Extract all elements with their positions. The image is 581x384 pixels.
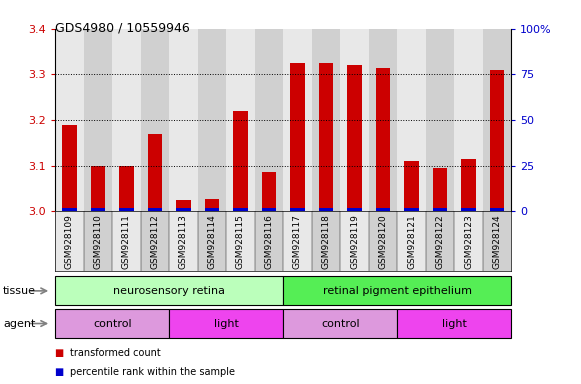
Text: light: light xyxy=(214,318,239,329)
Bar xyxy=(284,309,397,338)
Bar xyxy=(461,208,476,211)
Bar xyxy=(404,208,419,211)
Text: GSM928122: GSM928122 xyxy=(436,214,444,269)
Bar xyxy=(262,208,276,211)
Bar xyxy=(177,200,191,211)
Text: GSM928115: GSM928115 xyxy=(236,214,245,269)
Bar xyxy=(141,29,169,211)
Bar xyxy=(433,168,447,211)
Bar xyxy=(198,29,226,211)
Bar xyxy=(254,211,284,271)
Text: control: control xyxy=(321,318,360,329)
Bar xyxy=(226,29,254,211)
Bar xyxy=(91,208,105,211)
Bar xyxy=(397,309,511,338)
Bar xyxy=(426,211,454,271)
Text: GSM928119: GSM928119 xyxy=(350,214,359,269)
Text: GSM928123: GSM928123 xyxy=(464,214,473,269)
Bar xyxy=(84,29,112,211)
Text: neurosensory retina: neurosensory retina xyxy=(113,286,225,296)
Text: GSM928120: GSM928120 xyxy=(378,214,388,269)
Bar xyxy=(234,208,248,211)
Bar xyxy=(369,211,397,271)
Text: GSM928117: GSM928117 xyxy=(293,214,302,269)
Bar xyxy=(347,208,361,211)
Bar xyxy=(198,211,226,271)
Bar xyxy=(284,276,511,305)
Bar xyxy=(433,208,447,211)
Text: GSM928114: GSM928114 xyxy=(207,214,217,269)
Bar xyxy=(290,63,304,211)
Text: GSM928112: GSM928112 xyxy=(150,214,159,269)
Bar xyxy=(55,211,84,271)
Bar xyxy=(169,309,284,338)
Bar xyxy=(169,29,198,211)
Bar xyxy=(62,124,77,211)
Bar xyxy=(205,208,219,211)
Bar xyxy=(148,134,162,211)
Text: ■: ■ xyxy=(55,348,67,358)
Bar xyxy=(454,29,483,211)
Bar xyxy=(404,161,419,211)
Bar xyxy=(426,29,454,211)
Bar xyxy=(119,166,134,211)
Bar xyxy=(284,29,312,211)
Text: control: control xyxy=(93,318,131,329)
Bar xyxy=(254,29,284,211)
Bar xyxy=(148,208,162,211)
Bar xyxy=(376,208,390,211)
Bar xyxy=(112,211,141,271)
Bar xyxy=(141,211,169,271)
Bar xyxy=(119,208,134,211)
Bar xyxy=(55,309,169,338)
Text: ■: ■ xyxy=(55,367,67,377)
Bar xyxy=(454,211,483,271)
Bar xyxy=(177,208,191,211)
Bar xyxy=(397,211,426,271)
Text: tissue: tissue xyxy=(3,286,36,296)
Bar xyxy=(369,29,397,211)
Bar xyxy=(347,65,361,211)
Bar xyxy=(262,172,276,211)
Text: GDS4980 / 10559946: GDS4980 / 10559946 xyxy=(55,21,190,34)
Text: GSM928111: GSM928111 xyxy=(122,214,131,269)
Bar xyxy=(91,166,105,211)
Bar xyxy=(84,211,112,271)
Bar xyxy=(290,208,304,211)
Bar xyxy=(226,211,254,271)
Bar xyxy=(461,159,476,211)
Bar xyxy=(112,29,141,211)
Bar xyxy=(483,29,511,211)
Bar xyxy=(205,199,219,211)
Bar xyxy=(397,29,426,211)
Text: GSM928116: GSM928116 xyxy=(264,214,274,269)
Bar xyxy=(319,208,333,211)
Bar xyxy=(55,276,284,305)
Bar xyxy=(55,29,84,211)
Bar xyxy=(340,29,369,211)
Bar xyxy=(234,111,248,211)
Text: GSM928113: GSM928113 xyxy=(179,214,188,269)
Bar xyxy=(483,211,511,271)
Bar xyxy=(319,63,333,211)
Bar xyxy=(284,211,312,271)
Text: light: light xyxy=(442,318,467,329)
Text: GSM928109: GSM928109 xyxy=(65,214,74,269)
Text: GSM928121: GSM928121 xyxy=(407,214,416,269)
Text: percentile rank within the sample: percentile rank within the sample xyxy=(70,367,235,377)
Text: GSM928110: GSM928110 xyxy=(94,214,102,269)
Bar xyxy=(312,29,340,211)
Text: GSM928118: GSM928118 xyxy=(321,214,331,269)
Text: retinal pigment epithelium: retinal pigment epithelium xyxy=(323,286,472,296)
Bar xyxy=(490,208,504,211)
Bar xyxy=(169,211,198,271)
Bar xyxy=(490,70,504,211)
Text: GSM928124: GSM928124 xyxy=(493,214,501,269)
Bar xyxy=(340,211,369,271)
Text: transformed count: transformed count xyxy=(70,348,160,358)
Bar xyxy=(312,211,340,271)
Bar xyxy=(62,208,77,211)
Bar xyxy=(376,68,390,211)
Text: agent: agent xyxy=(3,318,35,329)
